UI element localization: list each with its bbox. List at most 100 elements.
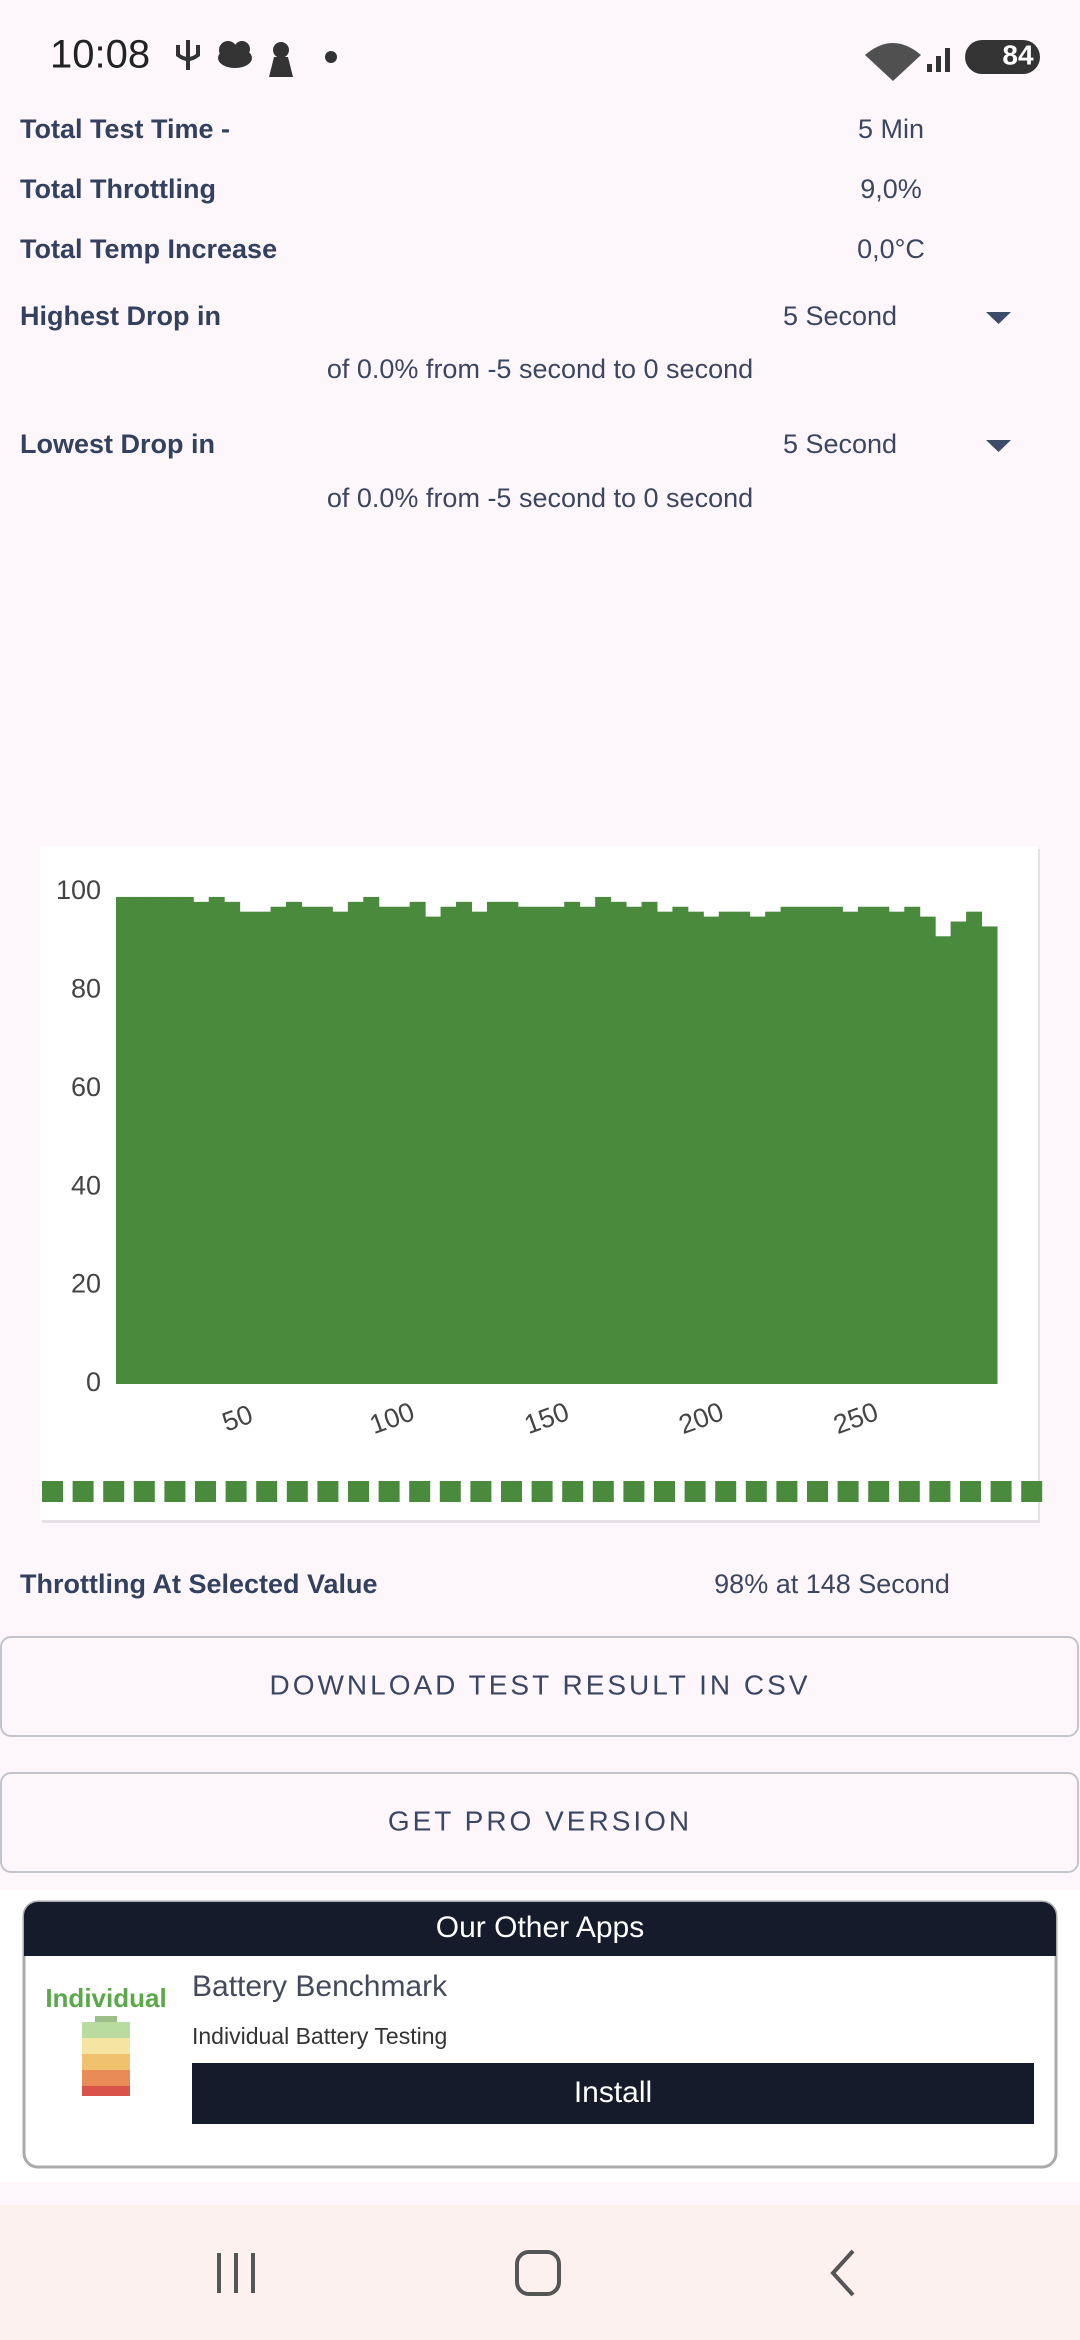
button[interactable]: DOWNLOAD TEST RESULT IN CSV	[0, 1636, 1079, 1737]
bar	[548, 906, 565, 1384]
ad-header	[24, 1902, 1056, 1956]
band-segment	[562, 1481, 584, 1502]
dropdown-value[interactable]: 5 Second	[783, 301, 897, 331]
band-segment	[776, 1481, 798, 1502]
install-button[interactable]: Install	[192, 2063, 1034, 2124]
stat-value: 9,0%	[860, 174, 922, 204]
ad-icon-label: Individual	[45, 1983, 166, 2013]
bar	[363, 896, 380, 1384]
stat-label: Total Test Time -	[20, 114, 230, 144]
nav-bar	[0, 2205, 1080, 2340]
button-frame[interactable]	[0, 1636, 1079, 1737]
dropdown-arrow[interactable]	[986, 312, 1011, 324]
bar	[919, 916, 936, 1384]
drop-label: Highest Drop in	[20, 301, 221, 331]
install-label[interactable]: Install	[574, 2076, 652, 2109]
bar	[796, 906, 813, 1384]
band-segment	[378, 1481, 400, 1502]
band-segment	[929, 1481, 951, 1502]
band-segment	[286, 1481, 308, 1502]
band-segment	[684, 1481, 706, 1502]
ad-title: Our Other Apps	[436, 1911, 644, 1944]
band-segment	[715, 1481, 737, 1502]
bar	[579, 906, 596, 1384]
bar	[564, 901, 581, 1384]
bar	[718, 911, 735, 1384]
band-segment	[531, 1481, 553, 1502]
bar	[456, 901, 472, 1384]
bar	[626, 906, 643, 1384]
band-segment	[133, 1481, 155, 1502]
band-segment	[807, 1481, 828, 1502]
bar	[595, 896, 612, 1384]
band-segment	[195, 1481, 216, 1502]
recent-apps[interactable]	[217, 2253, 255, 2293]
dropdown-value[interactable]: 5 Second	[783, 429, 897, 459]
home[interactable]	[515, 2250, 561, 2296]
band-segment	[348, 1481, 369, 1502]
dropdown[interactable]: 5 Second	[783, 429, 1011, 459]
band-segment	[501, 1481, 522, 1502]
y-tick-label: 80	[71, 974, 101, 1004]
bar	[255, 911, 272, 1384]
bar	[857, 906, 874, 1384]
install-frame[interactable]	[192, 2063, 1034, 2124]
stat-label: Total Temp Increase	[20, 234, 277, 264]
bar	[440, 906, 457, 1384]
band-segment	[745, 1481, 767, 1502]
bar	[193, 901, 210, 1384]
band-segment	[42, 1481, 63, 1502]
dropdown-arrow[interactable]	[986, 440, 1011, 452]
bar	[811, 906, 828, 1384]
band-segment	[990, 1481, 1012, 1502]
band-segment	[592, 1481, 614, 1502]
bar	[935, 936, 952, 1384]
button-label[interactable]: DOWNLOAD TEST RESULT IN CSV	[269, 1669, 810, 1700]
back[interactable]	[830, 2249, 855, 2297]
bar	[966, 911, 983, 1384]
band-segment	[654, 1481, 675, 1502]
bar	[409, 901, 426, 1384]
bar	[425, 916, 442, 1384]
bar	[780, 906, 797, 1384]
band-segment	[898, 1481, 920, 1502]
drop-label: Lowest Drop in	[20, 429, 215, 459]
stat-value: 5 Min	[858, 114, 924, 144]
battery-level: 84	[1002, 39, 1034, 70]
bar	[208, 896, 225, 1384]
bar	[162, 896, 179, 1384]
button-label[interactable]: GET PRO VERSION	[388, 1805, 692, 1836]
bar	[316, 906, 333, 1384]
bar	[703, 916, 720, 1384]
bar	[131, 896, 148, 1384]
bar	[888, 911, 905, 1384]
stat-value: 0,0°C	[857, 234, 925, 264]
dropdown[interactable]: 5 Second	[783, 301, 1011, 331]
band-segment	[225, 1481, 247, 1502]
bar	[502, 901, 519, 1384]
bar	[394, 906, 411, 1384]
bar	[765, 911, 782, 1384]
button[interactable]: GET PRO VERSION	[0, 1772, 1079, 1873]
ad-app-name: Battery Benchmark	[192, 1970, 448, 2003]
band-segment	[317, 1481, 339, 1502]
bar	[734, 911, 751, 1384]
bar	[610, 901, 627, 1384]
bar	[533, 906, 550, 1384]
button-frame[interactable]	[0, 1772, 1079, 1873]
band-segment	[72, 1481, 94, 1502]
band-segment	[164, 1481, 186, 1502]
bar	[981, 926, 998, 1384]
band-segment	[623, 1481, 645, 1502]
band-segment	[103, 1481, 125, 1502]
bar	[301, 906, 318, 1384]
y-tick-label: 40	[71, 1170, 101, 1200]
bar	[332, 911, 349, 1384]
chart-scroll-band	[42, 1481, 1043, 1502]
bar	[471, 911, 488, 1384]
selected-value: 98% at 148 Second	[714, 1569, 950, 1599]
y-tick-label: 0	[86, 1367, 101, 1397]
bar	[146, 896, 163, 1384]
